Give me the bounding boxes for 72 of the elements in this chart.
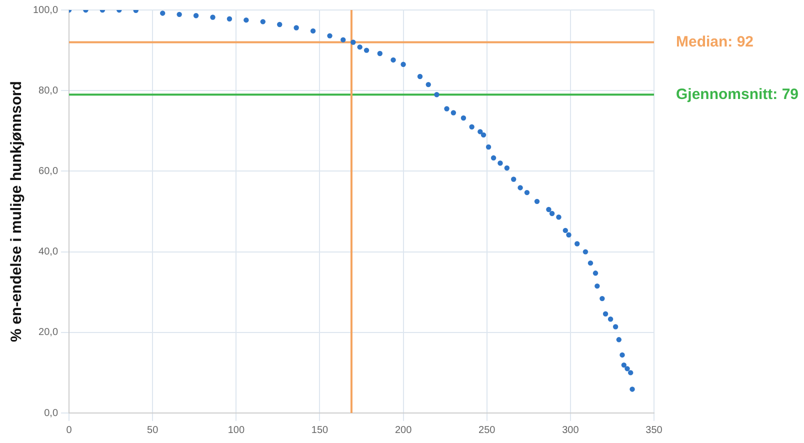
point: [176, 12, 182, 18]
point: [588, 260, 594, 266]
point: [160, 10, 166, 16]
point: [377, 50, 382, 56]
point: [444, 106, 450, 112]
ref-line-label: Gjennomsnitt: 79: [676, 86, 799, 103]
point: [226, 16, 232, 22]
x-tick-label: 350: [646, 424, 663, 436]
x-tick-label: 50: [147, 424, 159, 436]
y-tick-label: 40,0: [38, 246, 58, 258]
point: [469, 124, 474, 130]
point: [566, 232, 572, 238]
point: [480, 132, 486, 138]
point: [310, 28, 316, 34]
point: [549, 210, 555, 216]
point: [630, 386, 635, 392]
point: [193, 13, 199, 18]
point: [621, 362, 627, 368]
x-tick-label: 300: [562, 424, 580, 436]
point: [562, 228, 568, 234]
x-tick-label: 200: [394, 424, 412, 436]
point: [602, 311, 608, 316]
point: [612, 324, 618, 330]
point: [624, 366, 630, 372]
y-tick-label: 0,0: [44, 408, 58, 419]
y-tick-label: 60,0: [38, 166, 58, 177]
y-tick-label: 20,0: [38, 327, 58, 338]
point: [600, 296, 605, 302]
point: [357, 44, 362, 50]
point: [434, 92, 440, 98]
x-tick-label: 100: [228, 424, 245, 436]
point: [210, 14, 216, 20]
point: [518, 185, 523, 190]
point: [478, 129, 483, 134]
point: [340, 37, 346, 42]
point: [364, 48, 370, 53]
point: [620, 352, 625, 358]
point: [486, 144, 492, 150]
point: [582, 249, 588, 254]
point: [426, 82, 431, 88]
point: [616, 337, 622, 342]
point: [534, 198, 540, 204]
y-axis-title: % en-endelse i mulige hunkjønnsord: [8, 81, 26, 342]
point: [524, 190, 530, 196]
point: [450, 110, 456, 116]
point: [460, 115, 466, 121]
point: [546, 206, 552, 212]
point: [511, 176, 516, 182]
ref-line-label: Median: 92: [676, 33, 754, 50]
point: [556, 214, 562, 220]
x-tick-label: 250: [478, 424, 496, 436]
point: [390, 57, 396, 63]
point: [400, 62, 406, 68]
point: [574, 241, 580, 246]
point: [490, 155, 496, 160]
point: [504, 165, 510, 171]
point: [327, 33, 332, 38]
point: [417, 74, 423, 80]
point: [498, 160, 503, 166]
point: [244, 17, 249, 23]
x-tick-label: 0: [66, 424, 72, 436]
y-tick-label: 100,0: [32, 4, 58, 16]
point: [608, 316, 614, 322]
point: [592, 270, 598, 276]
point: [260, 19, 266, 24]
point: [277, 22, 282, 28]
y-tick-label: 80,0: [38, 85, 58, 96]
point: [628, 370, 634, 376]
point: [350, 40, 356, 45]
x-tick-label: 150: [311, 424, 329, 436]
point: [594, 283, 600, 289]
point: [294, 25, 299, 30]
